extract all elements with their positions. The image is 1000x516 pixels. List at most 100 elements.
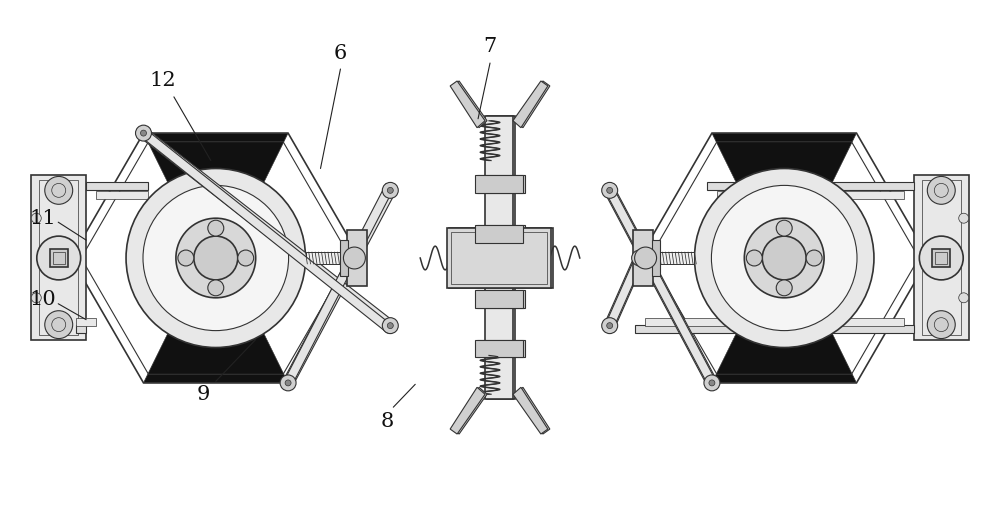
Circle shape [45,176,73,204]
Circle shape [602,318,618,333]
Circle shape [927,176,955,204]
Bar [306,252,350,264]
Circle shape [280,375,296,391]
Circle shape [382,318,398,333]
Circle shape [704,375,720,391]
Text: 8: 8 [381,412,394,431]
Polygon shape [605,188,717,385]
Circle shape [607,322,613,329]
Bar [645,318,904,326]
Bar [475,225,523,243]
Bar [650,252,694,264]
Circle shape [607,187,613,194]
Circle shape [141,130,146,136]
Circle shape [387,322,393,329]
Text: 7: 7 [483,37,497,56]
Polygon shape [141,130,393,333]
Circle shape [387,187,393,194]
Text: 6: 6 [334,44,347,62]
Circle shape [927,311,955,338]
Polygon shape [450,388,485,434]
Circle shape [126,169,306,347]
Circle shape [31,213,41,223]
Polygon shape [143,236,288,383]
Bar [347,230,367,286]
Circle shape [711,185,857,331]
Polygon shape [452,388,487,434]
Circle shape [602,183,618,198]
Polygon shape [513,81,548,127]
Circle shape [776,220,792,236]
Text: 11: 11 [30,208,57,228]
Polygon shape [143,133,288,280]
Bar [39,181,78,334]
Bar [477,225,525,243]
Polygon shape [712,236,857,383]
Bar [707,183,914,190]
Bar [76,325,86,333]
Circle shape [45,311,73,338]
Circle shape [637,255,643,261]
Circle shape [31,293,41,303]
Circle shape [285,380,291,386]
Polygon shape [450,81,485,127]
Text: 9: 9 [196,385,210,404]
Text: 10: 10 [30,291,57,309]
Polygon shape [452,81,487,127]
Polygon shape [606,188,716,385]
Circle shape [176,218,256,298]
Circle shape [776,280,792,296]
Bar [477,290,525,308]
Bar [453,232,549,284]
Circle shape [744,218,824,298]
Circle shape [382,183,398,198]
Bar [475,340,523,358]
Circle shape [709,380,715,386]
Polygon shape [712,133,857,280]
Circle shape [694,169,874,347]
Polygon shape [513,388,548,434]
Circle shape [37,236,81,280]
Circle shape [343,247,365,269]
Circle shape [143,185,289,331]
Bar [487,116,515,399]
Polygon shape [515,388,550,434]
Bar [717,191,904,199]
Circle shape [806,250,822,266]
Polygon shape [515,81,550,127]
Circle shape [709,380,715,386]
Circle shape [959,293,969,303]
Circle shape [762,236,806,280]
Bar [922,181,961,334]
Bar [477,340,525,358]
Polygon shape [606,256,644,328]
Circle shape [635,247,657,269]
Bar [451,232,547,284]
Bar [485,116,513,399]
Circle shape [705,376,719,390]
Circle shape [137,126,150,140]
Bar [96,191,148,199]
Polygon shape [283,188,395,385]
Bar [447,228,551,288]
Bar [633,230,653,286]
Circle shape [208,220,224,236]
Polygon shape [140,129,394,330]
Bar [50,249,68,267]
Polygon shape [605,256,645,328]
Circle shape [178,250,194,266]
Circle shape [285,380,291,386]
Bar [475,175,523,194]
Bar [935,252,947,264]
Bar [53,252,65,264]
Circle shape [633,251,647,265]
Polygon shape [284,183,394,385]
Bar [477,175,525,194]
Circle shape [637,255,643,261]
Circle shape [632,250,648,266]
Bar [475,290,523,308]
Bar [932,249,950,267]
Circle shape [194,236,238,280]
Bar [86,183,148,190]
Circle shape [136,125,151,141]
